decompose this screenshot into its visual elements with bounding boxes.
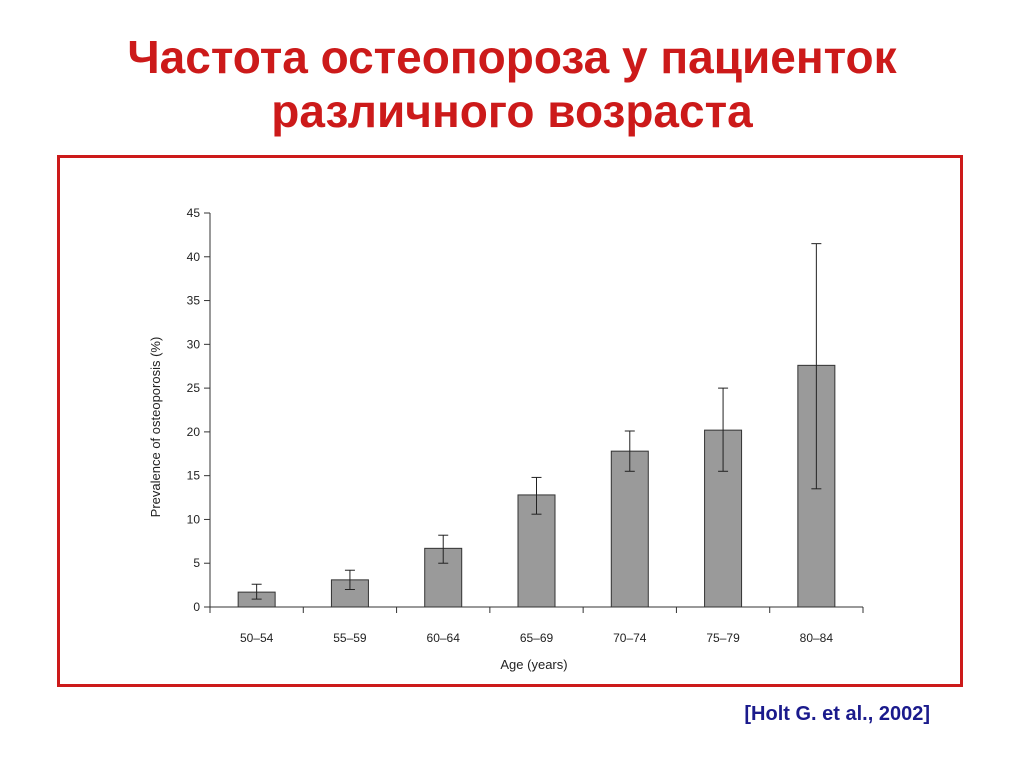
y-tick-label: 10 — [187, 512, 201, 526]
y-tick-label: 25 — [187, 381, 201, 395]
x-axis-label: Age (years) — [500, 657, 567, 672]
y-axis: 0 5 10 15 20 25 30 35 40 45 — [187, 206, 211, 614]
x-tick-label: 70–74 — [613, 631, 647, 645]
chart-frame: 0 5 10 15 20 25 30 35 40 45 50–54 55–59 60–64 65–69 7… — [57, 155, 963, 687]
bar-chart: 0 5 10 15 20 25 30 35 40 45 50–54 55–59 60–64 65–69 7… — [148, 206, 864, 672]
x-tick-label: 60–64 — [427, 631, 461, 645]
y-tick-label: 5 — [193, 556, 200, 570]
y-tick-label: 15 — [187, 469, 201, 483]
x-axis: 50–54 55–59 60–64 65–69 70–74 75–79 80–84 — [209, 606, 864, 645]
x-tick-label: 75–79 — [706, 631, 740, 645]
y-tick-label: 45 — [187, 206, 201, 220]
x-tick-label: 50–54 — [240, 631, 274, 645]
x-tick-label: 80–84 — [800, 631, 834, 645]
y-tick-label: 20 — [187, 425, 201, 439]
title-line-2: различного возраста — [271, 85, 753, 137]
bar-70–74 — [610, 450, 649, 608]
x-tick-label: 55–59 — [333, 631, 367, 645]
error-bars — [251, 243, 822, 600]
slide-title: Частота остеопороза у пациенток различно… — [0, 30, 1024, 138]
y-tick-label: 30 — [187, 337, 201, 351]
y-tick-label: 40 — [187, 250, 201, 264]
y-axis-label: Prevalence of osteoporosis (%) — [148, 337, 163, 518]
x-tick-label: 65–69 — [520, 631, 554, 645]
y-tick-label: 35 — [187, 294, 201, 308]
title-line-1: Частота остеопороза у пациенток — [127, 31, 897, 83]
citation: [Holt G. et al., 2002] — [744, 703, 930, 725]
y-tick-label: 0 — [193, 600, 200, 614]
